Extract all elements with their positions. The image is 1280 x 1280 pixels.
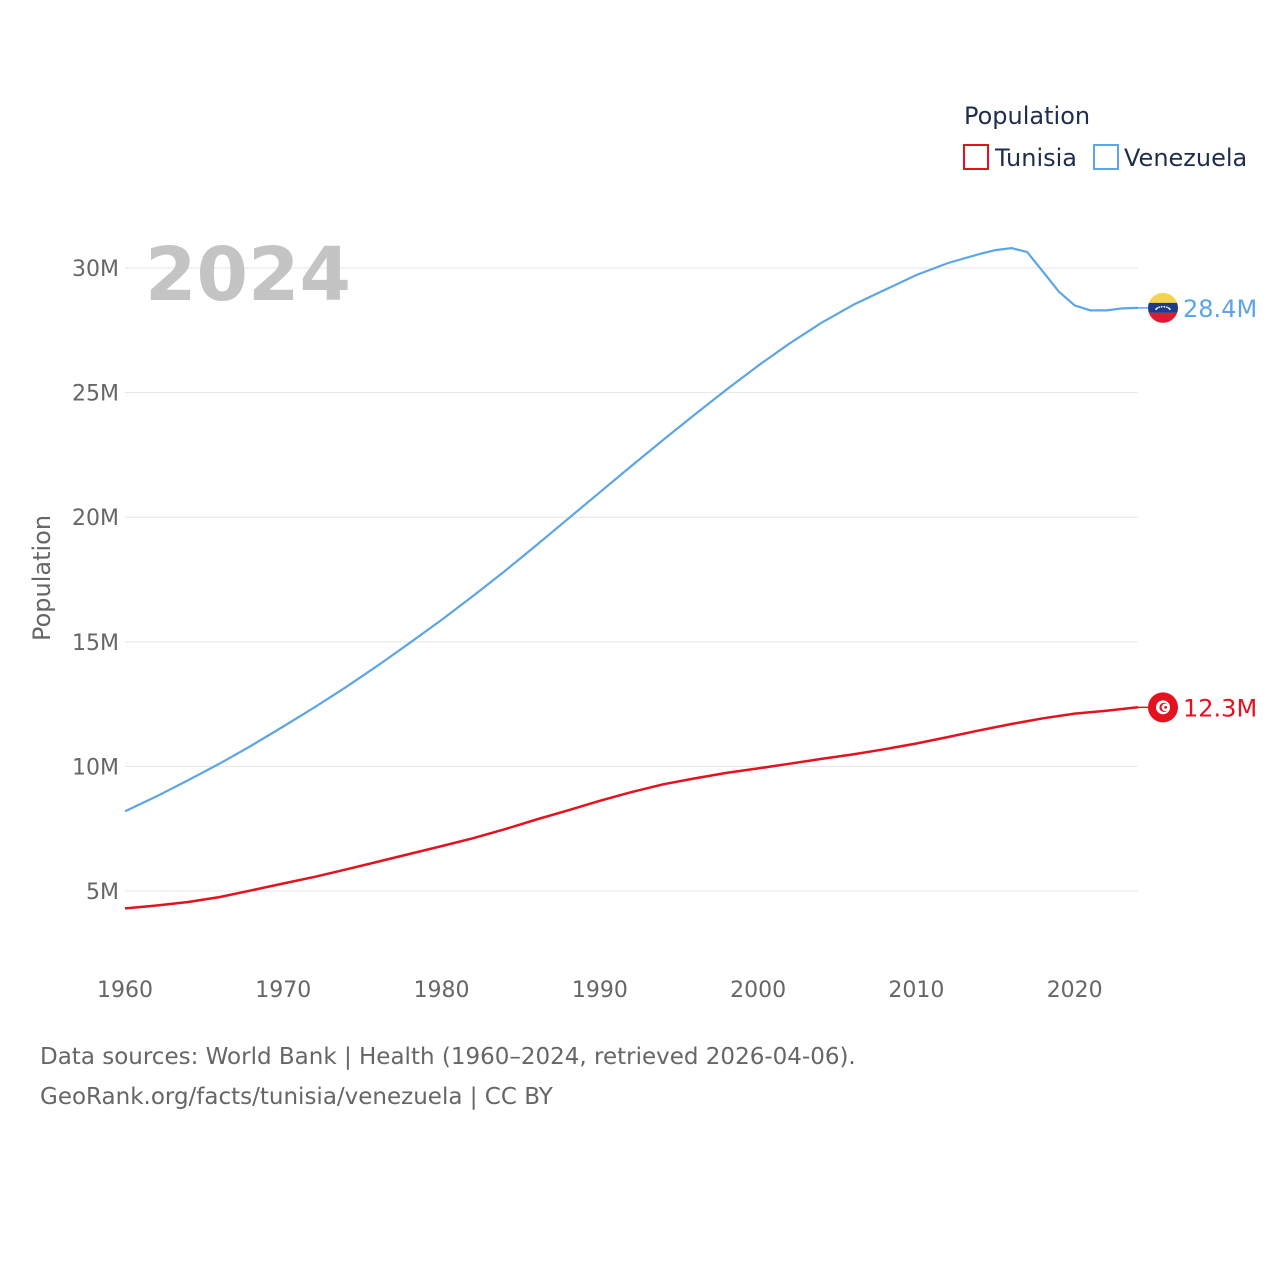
- x-tick-label: 1980: [414, 978, 470, 1003]
- legend-label-venezuela: Venezuela: [1124, 144, 1247, 172]
- legend-swatch-venezuela: [1093, 144, 1119, 170]
- footer-link[interactable]: GeoRank.org/facts/tunisia/venezuela | CC…: [40, 1084, 553, 1110]
- footer-source: Data sources: World Bank | Health (1960–…: [40, 1044, 856, 1070]
- venezuela-flag-icon: [1148, 292, 1178, 323]
- legend-item-venezuela[interactable]: Venezuela: [1093, 144, 1247, 172]
- legend-label-tunisia: Tunisia: [994, 144, 1077, 172]
- y-tick-label: 25M: [72, 382, 119, 407]
- y-tick-label: 10M: [72, 755, 119, 780]
- x-tick-label: 2010: [888, 978, 944, 1003]
- y-axis-ticks: 5M 10M 15M 20M 25M 30M: [72, 257, 119, 905]
- y-tick-label: 20M: [72, 506, 119, 531]
- legend-item-tunisia[interactable]: Tunisia: [963, 144, 1077, 172]
- legend-swatch-tunisia: [963, 144, 989, 170]
- tunisia-flag-icon: [1148, 692, 1178, 723]
- y-axis-label: Population: [28, 515, 56, 641]
- y-tick-label: 30M: [72, 257, 119, 282]
- series-lines: [124, 247, 1139, 910]
- legend-title: Population: [964, 102, 1090, 130]
- x-tick-label: 1970: [255, 978, 311, 1003]
- x-tick-label: 1990: [572, 978, 628, 1003]
- gridlines: [125, 267, 1138, 892]
- x-tick-label: 2000: [730, 978, 786, 1003]
- population-line-chart: Population Tunisia Venezuela 5M 10M 15M 20M…: [28, 102, 1257, 1003]
- series-line-venezuela[interactable]: [124, 247, 1139, 813]
- y-tick-label: 5M: [86, 880, 119, 905]
- x-axis-ticks: 1960 1970 1980 1990 2000 2010 2020: [97, 978, 1103, 1003]
- current-year-label: 2024: [145, 232, 351, 318]
- y-tick-label: 15M: [72, 631, 119, 656]
- end-value-label-tunisia: 12.3M: [1183, 694, 1257, 722]
- end-value-label-venezuela: 28.4M: [1183, 295, 1257, 323]
- series-line-tunisia[interactable]: [124, 706, 1139, 910]
- legend: Population Tunisia Venezuela: [963, 102, 1247, 172]
- x-tick-label: 1960: [97, 978, 153, 1003]
- series-endpoints: 12.3M 28.4M: [1138, 292, 1257, 723]
- x-tick-label: 2020: [1047, 978, 1103, 1003]
